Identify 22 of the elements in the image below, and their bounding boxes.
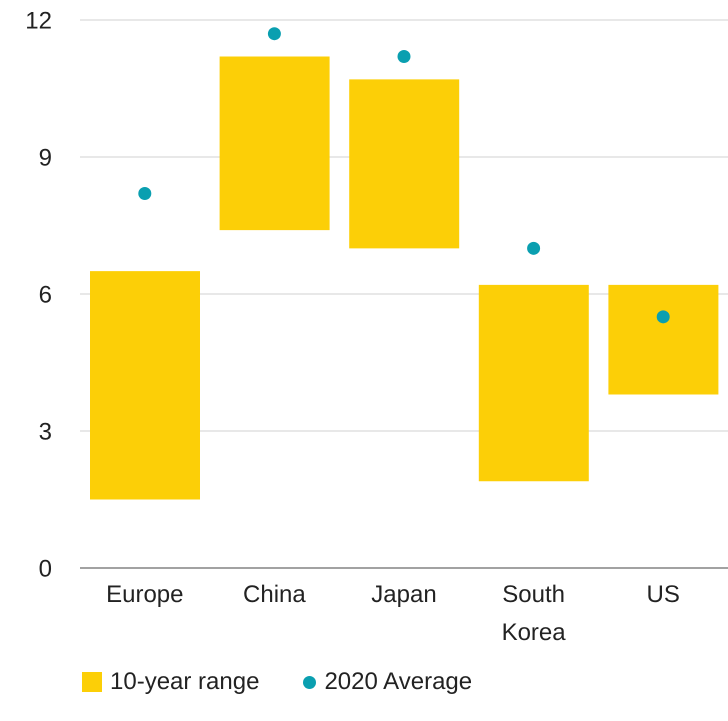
x-tick-label: South Korea xyxy=(502,581,566,646)
bar xyxy=(90,271,200,500)
bar xyxy=(608,284,718,394)
y-tick-label: 0 xyxy=(38,556,52,583)
y-tick-label: 9 xyxy=(38,144,52,172)
point xyxy=(398,50,410,64)
point xyxy=(268,27,281,40)
y-tick-label: 3 xyxy=(38,418,52,446)
x-tick-label: Japan xyxy=(371,581,437,608)
y-tick-label: 6 xyxy=(38,282,52,309)
bar xyxy=(478,284,589,482)
x-tick-label: Europe xyxy=(106,581,184,608)
bar xyxy=(220,56,330,230)
bar xyxy=(349,79,460,248)
point xyxy=(527,242,540,255)
x-tick-label: US xyxy=(646,581,680,608)
x-tick-label: China xyxy=(243,581,306,608)
legend-label: 10-year range xyxy=(110,668,260,696)
point xyxy=(656,310,670,324)
legend-label: 2020 Average xyxy=(324,668,472,696)
y-tick-label: 12 xyxy=(25,8,52,35)
point xyxy=(138,187,152,200)
